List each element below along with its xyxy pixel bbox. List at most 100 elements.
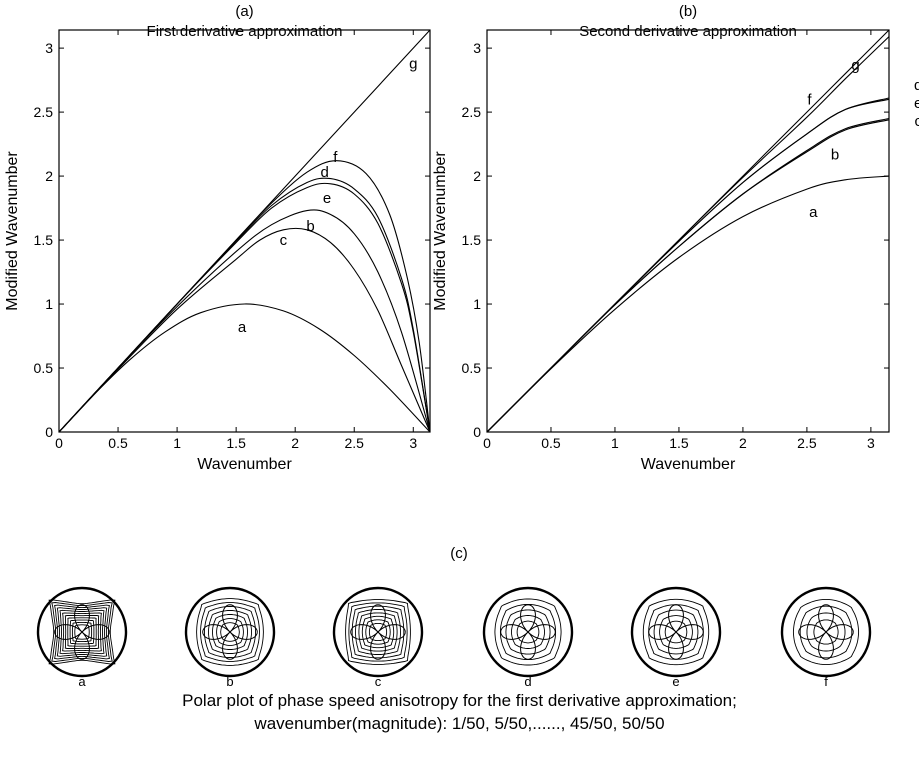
panel-a-xtick-label: 0 <box>55 435 63 451</box>
caption-line-2: wavenumber(magnitude): 1/50, 5/50,......… <box>254 714 665 733</box>
panel-c-label: (c) <box>450 545 468 562</box>
polar-contour <box>56 607 108 657</box>
panel-b-ytick-label: 0 <box>473 424 481 440</box>
polar-contour <box>212 614 248 650</box>
polar-rose <box>350 604 406 660</box>
polar-label-f: f <box>824 674 828 689</box>
panel-a-curve-label-a: a <box>238 319 247 336</box>
panel-b-xtick-label: 2.5 <box>797 435 817 451</box>
polar-rose <box>500 604 556 660</box>
polar-rose <box>648 604 704 660</box>
panel-a-ytick-label: 1 <box>45 296 53 312</box>
polar-outer-circle <box>36 586 128 678</box>
panel-b-xtick-label: 2 <box>739 435 747 451</box>
panel-a-xtick-label: 1.5 <box>226 435 246 451</box>
polar-contour <box>204 606 256 658</box>
caption-line-1: Polar plot of phase speed anisotropy for… <box>182 691 737 710</box>
panel-b-xtick-label: 1 <box>611 435 619 451</box>
panel-b-curve-label-a: a <box>809 204 818 221</box>
panel-b-series-a <box>486 175 890 433</box>
panel-b-ytick-label: 1 <box>473 296 481 312</box>
polar-contour <box>792 598 860 666</box>
panel-a-xtick-label: 2.5 <box>344 435 364 451</box>
polar-outer-circle <box>780 586 872 678</box>
polar-label-e: e <box>672 674 679 689</box>
panel-a-ylabel: Modified Wavenumber <box>4 151 21 311</box>
panel-b-xtick-label: 0.5 <box>541 435 561 451</box>
panel-a-curve-label-g: g <box>409 55 417 72</box>
polar-contour <box>516 620 540 644</box>
panel-a-ytick-label: 0 <box>45 424 53 440</box>
panel-a-ytick-label: 2.5 <box>34 104 54 120</box>
polar-contour <box>64 615 100 649</box>
polar-contour <box>505 609 551 655</box>
polar-contour <box>345 599 411 665</box>
panel-a-ytick-label: 1.5 <box>34 232 54 248</box>
panel-a-curve-label-d: d <box>321 164 329 181</box>
polar-contour <box>59 609 105 655</box>
panel-a-xtick-label: 1 <box>173 435 181 451</box>
panel-a-ytick-label: 3 <box>45 40 53 56</box>
polar-contour <box>659 615 693 649</box>
polar-outer-circle <box>482 586 574 678</box>
panel-b-curve-label-f: f <box>807 91 812 108</box>
panel-b-ytick-label: 2 <box>473 168 481 184</box>
panel-a-ytick-label: 0.5 <box>34 360 54 376</box>
polar-rose <box>54 604 110 660</box>
polar-contour <box>368 622 388 642</box>
panel-a-series-f <box>58 160 431 433</box>
polar-contour <box>62 612 102 652</box>
polar-label-a: a <box>78 674 86 689</box>
polar-contour <box>196 598 264 666</box>
panel-a-series-a <box>58 303 431 433</box>
polar-label-b: b <box>226 674 233 689</box>
polar-contour <box>348 602 408 662</box>
polar-contour <box>358 612 398 652</box>
panel-b-curve-label-b: b <box>831 146 839 163</box>
panel-a-series-g <box>58 29 431 433</box>
polar-contour <box>71 621 93 643</box>
panel-b-ytick-label: 3 <box>473 40 481 56</box>
panel-b-curve-label-d: d <box>914 77 919 94</box>
polar-plot-f <box>780 586 872 678</box>
panel-b-curve-label-g: g <box>851 57 859 74</box>
polar-contour <box>361 615 395 649</box>
panel-b-series-g <box>486 29 890 433</box>
panel-b-series-d <box>486 97 890 433</box>
panel-b-label: (b) <box>679 3 697 20</box>
panel-b-xtick-label: 3 <box>867 435 875 451</box>
panel-b-xlabel: Wavenumber <box>641 456 736 473</box>
panel-a-xtick-label: 0.5 <box>108 435 128 451</box>
panel-b-curve-label-c: c <box>914 113 919 130</box>
panel-b-title: Second derivative approximation <box>579 23 797 40</box>
panel-a-curve-label-b: b <box>306 218 314 235</box>
polar-contour <box>220 622 240 642</box>
polar-contour <box>355 609 401 655</box>
panel-b-series-c <box>486 119 890 433</box>
polar-contour <box>67 617 97 647</box>
polar-contour <box>48 599 116 665</box>
panel-b-ytick-label: 1.5 <box>462 232 482 248</box>
panel-a-axes-frame <box>58 29 431 433</box>
panel-b-ytick-label: 2.5 <box>462 104 482 120</box>
polar-contour <box>54 604 110 660</box>
polar-contour <box>653 609 699 655</box>
polar-contour <box>351 605 405 659</box>
polar-label-c: c <box>375 674 382 689</box>
panel-a-xtick-label: 2 <box>291 435 299 451</box>
panel-a-curve-label-c: c <box>280 232 288 249</box>
polar-plot-b <box>184 586 276 678</box>
panel-a-series-e <box>58 182 431 433</box>
panel-b-xtick-label: 0 <box>483 435 491 451</box>
polar-contour <box>799 605 853 659</box>
polar-contour <box>208 610 252 654</box>
panel-a-curve-label-e: e <box>323 190 331 207</box>
polar-outer-circle <box>630 586 722 678</box>
panel-b-ylabel: Modified Wavenumber <box>432 151 449 311</box>
panel-a-xtick-label: 3 <box>409 435 417 451</box>
polar-contour <box>642 598 710 666</box>
polar-contour <box>494 598 562 666</box>
polar-outer-circle <box>184 586 276 678</box>
panel-a-curve-label-f: f <box>333 149 338 166</box>
